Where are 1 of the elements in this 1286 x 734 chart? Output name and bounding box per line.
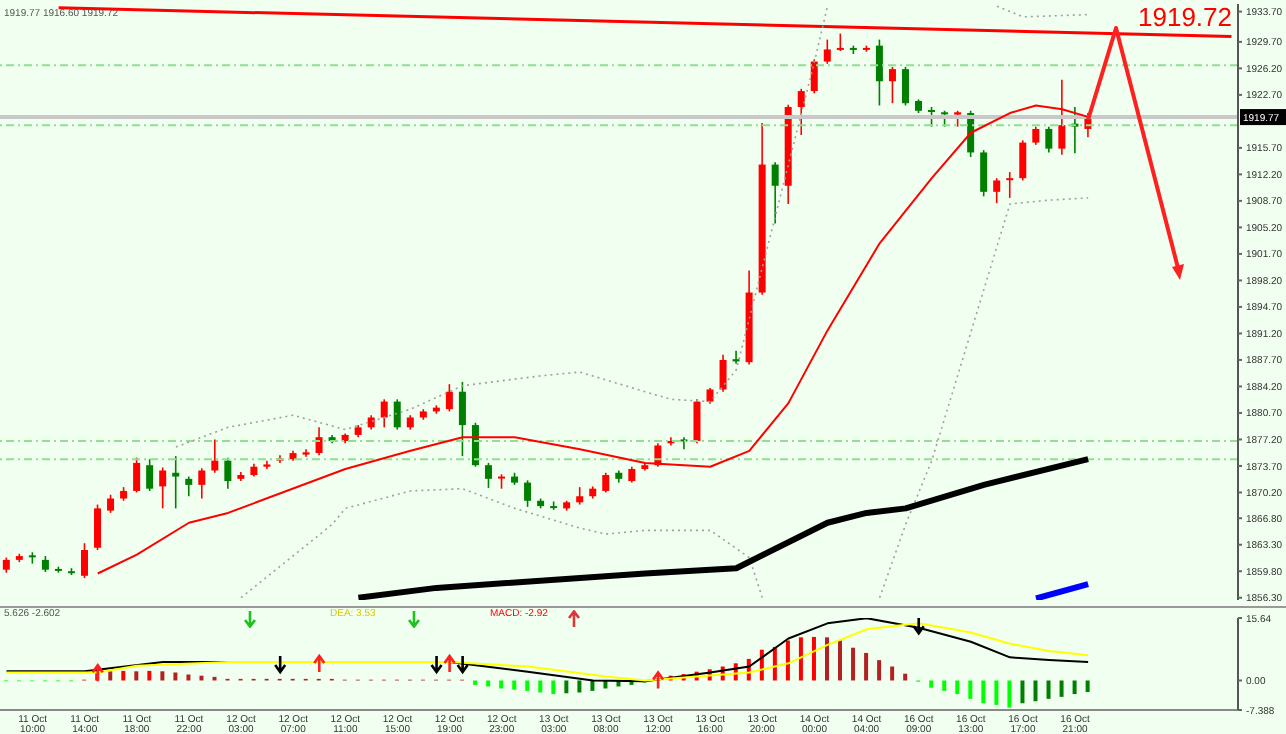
annotation: 1919.72 <box>1138 2 1232 33</box>
